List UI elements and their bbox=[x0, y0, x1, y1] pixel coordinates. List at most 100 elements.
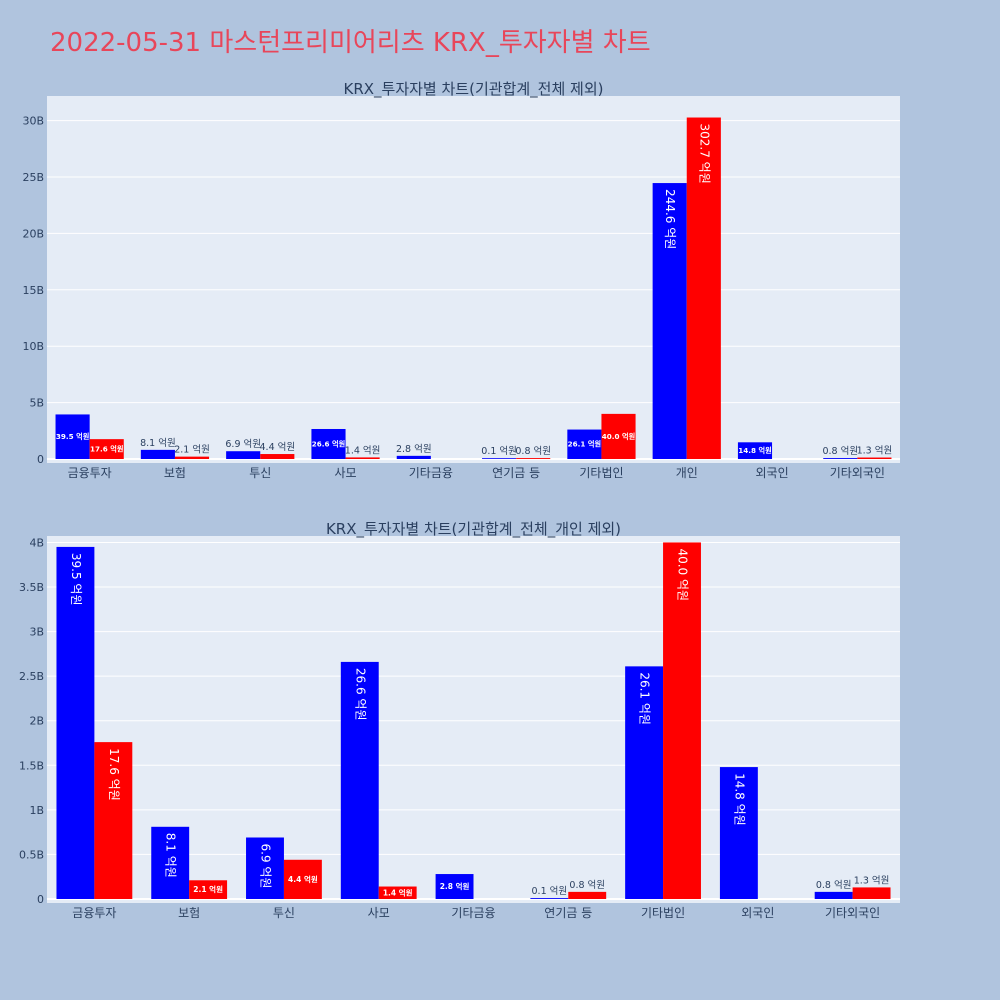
x-category-label: 기타외국인 bbox=[830, 466, 885, 480]
bar-series-1 bbox=[140, 449, 175, 459]
x-category-label: 기타금융 bbox=[409, 466, 453, 480]
y-tick-label: 3B bbox=[29, 626, 44, 639]
bar-series-2 bbox=[516, 458, 551, 459]
bar-series-2 bbox=[174, 456, 210, 459]
y-tick-label: 2B bbox=[29, 715, 44, 728]
bar-series-1 bbox=[55, 414, 90, 459]
x-category-label: 외국인 bbox=[755, 466, 788, 480]
x-category-label: 기타법인 bbox=[579, 466, 623, 480]
x-category-label: 금융투자 bbox=[72, 906, 116, 920]
data-label: 2.8 억원 bbox=[440, 881, 470, 891]
bar-series-1 bbox=[340, 661, 379, 899]
y-tick-label: 5B bbox=[29, 397, 44, 410]
bar-series-2 bbox=[345, 457, 380, 459]
bar-series-2 bbox=[89, 439, 124, 459]
x-category-label: 기타법인 bbox=[641, 906, 685, 920]
data-label: 8.1 억원 bbox=[140, 437, 176, 449]
data-label: 26.6 억원 bbox=[312, 439, 345, 448]
y-tick-label: 0.5B bbox=[19, 848, 44, 861]
bar-series-2 bbox=[378, 886, 417, 899]
data-label: 17.6 억원 bbox=[107, 748, 121, 801]
x-category-label: 보험 bbox=[178, 906, 200, 920]
bar-series-1 bbox=[719, 767, 758, 899]
data-label: 0.8 억원 bbox=[816, 879, 852, 891]
data-label: 14.8 억원 bbox=[738, 446, 771, 455]
data-label: 8.1 억원 bbox=[164, 833, 178, 878]
x-category-label: 연기금 등 bbox=[492, 466, 540, 480]
bar-series-1 bbox=[151, 826, 190, 899]
data-label: 4.4 억원 bbox=[260, 441, 296, 453]
bar-series-1 bbox=[311, 428, 346, 459]
bar-series-1 bbox=[226, 451, 261, 459]
x-category-label: 사모 bbox=[335, 466, 357, 480]
y-tick-label: 1B bbox=[29, 804, 44, 817]
data-label: 1.3 억원 bbox=[857, 445, 893, 457]
y-tick-label: 2.5B bbox=[19, 670, 44, 683]
chart-title: KRX_투자자별 차트(기관합계_전체_개인 제외) bbox=[326, 520, 621, 539]
data-label: 40.0 억원 bbox=[602, 432, 635, 441]
x-category-label: 개인 bbox=[676, 466, 698, 480]
data-label: 26.1 억원 bbox=[568, 440, 601, 449]
data-label: 0.1 억원 bbox=[481, 445, 517, 457]
data-label: 1.3 억원 bbox=[854, 874, 890, 886]
data-label: 40.0 억원 bbox=[676, 548, 690, 601]
y-tick-label: 0 bbox=[37, 453, 44, 466]
bar-series-2 bbox=[260, 454, 295, 459]
data-label: 1.4 억원 bbox=[383, 887, 413, 897]
x-category-label: 기타외국인 bbox=[825, 906, 880, 920]
bar-series-2 bbox=[852, 887, 891, 899]
y-tick-label: 0 bbox=[37, 893, 44, 906]
bar-series-2 bbox=[283, 859, 322, 899]
bar-series-1 bbox=[435, 874, 474, 899]
data-label: 6.9 억원 bbox=[258, 843, 272, 888]
data-label: 0.1 억원 bbox=[532, 885, 568, 897]
page-title: 2022-05-31 마스턴프리미어리츠 KRX_투자자별 차트 bbox=[50, 28, 651, 58]
data-label: 1.4 억원 bbox=[345, 444, 381, 456]
bar-series-2 bbox=[663, 542, 701, 899]
y-tick-label: 30B bbox=[22, 115, 44, 128]
x-category-label: 보험 bbox=[164, 466, 186, 480]
plot-area bbox=[47, 96, 900, 463]
bar-series-2 bbox=[94, 742, 133, 899]
y-tick-label: 1.5B bbox=[19, 759, 44, 772]
data-label: 39.5 억원 bbox=[69, 553, 83, 606]
x-category-label: 투신 bbox=[249, 466, 271, 480]
y-tick-label: 10B bbox=[22, 340, 44, 353]
data-label: 4.4 억원 bbox=[288, 874, 318, 884]
data-label: 6.9 억원 bbox=[225, 438, 261, 450]
bar-series-1 bbox=[625, 666, 664, 899]
data-label: 2.1 억원 bbox=[174, 444, 210, 456]
x-category-label: 금융투자 bbox=[68, 466, 112, 480]
data-label: 26.6 억원 bbox=[353, 668, 367, 721]
bar-series-1 bbox=[482, 458, 517, 459]
data-label: 2.1 억원 bbox=[193, 884, 223, 894]
bar-series-1 bbox=[737, 442, 773, 459]
y-tick-label: 25B bbox=[22, 171, 44, 184]
x-category-label: 투신 bbox=[273, 906, 295, 920]
bar-series-2 bbox=[601, 413, 636, 459]
y-tick-label: 3.5B bbox=[19, 581, 44, 594]
y-tick-label: 20B bbox=[22, 227, 44, 240]
bar-series-1 bbox=[246, 837, 284, 899]
x-category-label: 외국인 bbox=[741, 906, 774, 920]
data-label: 39.5 억원 bbox=[56, 432, 89, 441]
y-tick-label: 15B bbox=[22, 284, 44, 297]
data-label: 17.6 억원 bbox=[90, 444, 123, 453]
chart-title: KRX_투자자별 차트(기관합계_전체 제외) bbox=[344, 80, 604, 99]
data-label: 0.8 억원 bbox=[515, 445, 551, 457]
bar-series-1 bbox=[652, 183, 687, 460]
data-label: 244.6 억원 bbox=[663, 189, 677, 249]
data-label: 302.7 억원 bbox=[697, 124, 711, 184]
x-category-label: 연기금 등 bbox=[544, 906, 592, 920]
bar-series-1 bbox=[814, 891, 853, 899]
data-label: 26.1 억원 bbox=[638, 672, 652, 725]
data-label: 0.8 억원 bbox=[569, 879, 605, 891]
bar-series-1 bbox=[56, 546, 95, 899]
y-tick-label: 4B bbox=[29, 536, 44, 549]
x-category-label: 기타금융 bbox=[451, 906, 495, 920]
investor-chart-all: 0 5B 10B 15B 20B 25B 30B KRX_투자자별 차트(기관합계_전체 제외… bbox=[22, 80, 900, 480]
data-label: 0.8 억원 bbox=[822, 445, 858, 457]
bar-series-2 bbox=[686, 117, 721, 459]
bar-series-2 bbox=[568, 891, 607, 899]
